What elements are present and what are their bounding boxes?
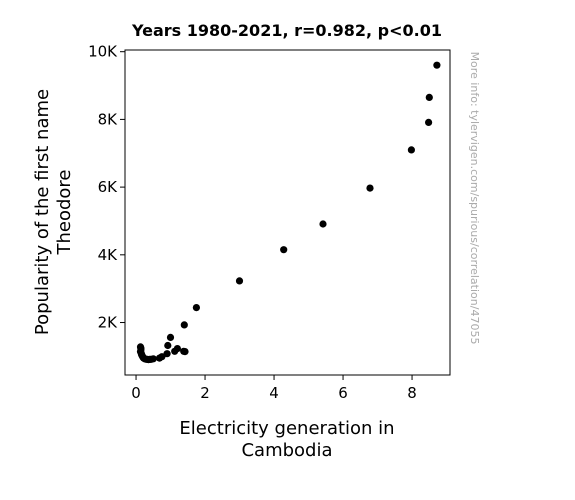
data-points [136, 61, 441, 364]
x-tick-label-1: 2 [200, 384, 210, 402]
y-tick-label-1: 4K [98, 246, 119, 264]
chart-title: Years 1980-2021, r=0.982, p<0.01 [131, 21, 442, 40]
x-tick-label-2: 4 [269, 384, 279, 402]
x-axis-label-line-2: Cambodia [241, 440, 332, 461]
y-axis-ticks: 2K 4K 6K 8K 10K [88, 43, 125, 332]
data-point-34 [433, 61, 441, 69]
data-point-20 [166, 333, 175, 341]
data-point-30 [366, 184, 374, 192]
y-axis-label-line-2: Theodore [54, 169, 75, 255]
y-tick-label-4: 10K [88, 43, 118, 61]
x-axis-ticks: 0 2 4 6 8 [131, 375, 417, 402]
x-tick-label-0: 0 [131, 384, 141, 402]
data-point-26 [192, 304, 200, 312]
y-tick-label-3: 8K [98, 110, 119, 128]
watermark-source: More info: tylervigen.com/spurious/corre… [468, 52, 481, 345]
y-tick-label-2: 6K [98, 178, 119, 196]
x-tick-label-3: 6 [338, 384, 348, 402]
x-axis-label-line-1: Electricity generation in [179, 418, 394, 439]
data-point-24 [181, 348, 189, 356]
data-point-25 [180, 321, 188, 329]
data-point-29 [319, 220, 327, 228]
data-point-33 [425, 93, 433, 101]
x-tick-label-4: 8 [407, 384, 417, 402]
plot-area-frame [124, 49, 451, 376]
data-point-19 [164, 341, 172, 350]
data-point-17 [158, 353, 166, 361]
data-point-28 [280, 246, 288, 254]
data-point-22 [173, 345, 181, 353]
data-point-15 [149, 355, 157, 363]
y-tick-label-0: 2K [98, 314, 119, 332]
data-point-32 [425, 118, 433, 126]
data-point-18 [163, 350, 171, 358]
data-point-27 [235, 277, 244, 285]
data-point-31 [407, 146, 415, 154]
y-axis-label-line-1: Popularity of the first name [32, 89, 53, 335]
